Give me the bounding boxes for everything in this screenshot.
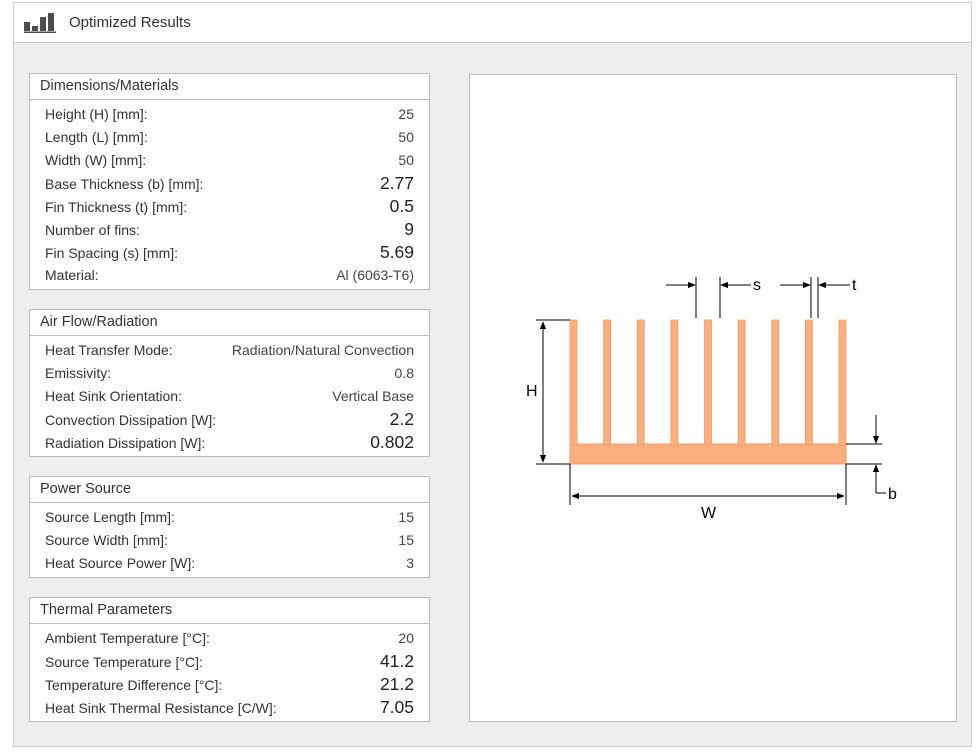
row-value: Al (6063-T6): [336, 267, 414, 283]
row-value: 15: [398, 509, 414, 525]
spacing-dimension: [666, 277, 751, 318]
bar-chart-icon: [24, 12, 56, 33]
heat-sink-diagram-panel: H W s t: [469, 74, 957, 722]
row-temperature-difference: Temperature Difference [°C]: 21.2: [45, 673, 414, 696]
row-label: Number of fins:: [45, 222, 140, 238]
row-height: Height (H) [mm]: 25: [45, 103, 414, 126]
row-label: Material:: [45, 267, 99, 283]
row-value: 50: [398, 129, 414, 145]
row-orientation: Heat Sink Orientation: Vertical Base: [45, 385, 414, 408]
row-label: Heat Sink Orientation:: [45, 388, 182, 404]
row-base-thickness: Base Thickness (b) [mm]: 2.77: [45, 172, 414, 195]
row-label: Source Width [mm]:: [45, 532, 168, 548]
heat-sink-fins: [569, 319, 847, 446]
row-source-length: Source Length [mm]: 15: [45, 506, 414, 529]
row-ambient-temperature: Ambient Temperature [°C]: 20: [45, 627, 414, 650]
height-label: H: [526, 383, 538, 400]
row-label: Base Thickness (b) [mm]:: [45, 176, 204, 192]
airflow-panel: Air Flow/Radiation Heat Transfer Mode: Ra…: [29, 309, 430, 457]
base-thickness-label: b: [888, 486, 897, 503]
heat-sink-fin: [771, 319, 780, 446]
row-heat-transfer-mode: Heat Transfer Mode: Radiation/Natural Con…: [45, 339, 414, 362]
heat-sink-fin: [804, 319, 813, 446]
row-value: 9: [404, 219, 414, 239]
base-thickness-dimension: [846, 415, 886, 494]
row-label: Source Length [mm]:: [45, 509, 175, 525]
width-dimension: [569, 464, 847, 505]
panel-header: Thermal Parameters: [30, 598, 429, 624]
row-value: 41.2: [379, 651, 414, 671]
row-value: 0.5: [389, 196, 414, 216]
panel-header: Power Source: [30, 477, 429, 503]
row-width: Width (W) [mm]: 50: [45, 149, 414, 172]
row-value: 15: [398, 532, 414, 548]
window-title: Optimized Results: [69, 14, 191, 31]
row-fin-thickness: Fin Thickness (t) [mm]: 0.5: [45, 195, 414, 218]
row-value: 0.8: [394, 365, 414, 381]
width-label: W: [701, 505, 717, 522]
heat-sink-base: [569, 443, 847, 465]
row-value: 21.2: [379, 674, 414, 694]
row-value: Radiation/Natural Convection: [231, 342, 414, 358]
row-number-of-fins: Number of fins: 9: [45, 218, 414, 241]
heat-sink-fin: [737, 319, 746, 446]
row-material: Material: Al (6063-T6): [45, 264, 414, 287]
heat-sink-fin: [838, 319, 847, 446]
thickness-label: t: [852, 277, 857, 294]
row-source-width: Source Width [mm]: 15: [45, 529, 414, 552]
row-emissivity: Emissivity: 0.8: [45, 362, 414, 385]
row-label: Heat Sink Thermal Resistance [C/W]:: [45, 700, 277, 716]
row-convection: Convection Dissipation [W]: 2.2: [45, 408, 414, 431]
thickness-dimension: [780, 277, 850, 318]
row-value: 5.69: [379, 242, 414, 262]
row-label: Emissivity:: [45, 365, 112, 381]
row-radiation: Radiation Dissipation [W]: 0.802: [45, 431, 414, 454]
row-value: 0.802: [370, 432, 414, 452]
row-value: 2.77: [379, 173, 414, 193]
row-value: 3: [406, 555, 414, 571]
power-panel: Power Source Source Length [mm]: 15 Sourc…: [29, 476, 430, 578]
row-label: Fin Spacing (s) [mm]:: [45, 245, 179, 261]
panel-header: Dimensions/Materials: [30, 74, 429, 100]
title-bar: Optimized Results: [14, 3, 971, 43]
heat-sink-fin: [569, 319, 578, 446]
row-label: Length (L) [mm]:: [45, 129, 148, 145]
row-value: 2.2: [389, 409, 414, 429]
row-thermal-resistance: Heat Sink Thermal Resistance [C/W]: 7.05: [45, 696, 414, 719]
row-value: 50: [398, 152, 414, 168]
row-label: Ambient Temperature [°C]:: [45, 630, 210, 646]
dimensions-panel: Dimensions/Materials Height (H) [mm]: 25 …: [29, 73, 430, 290]
row-value: 25: [398, 106, 414, 122]
heat-sink-fin: [603, 319, 612, 446]
height-dimension: [536, 319, 570, 465]
heat-sink-fin: [636, 319, 645, 446]
thermal-panel: Thermal Parameters Ambient Temperature […: [29, 597, 430, 722]
row-value: 20: [398, 630, 414, 646]
spacing-label: s: [753, 277, 761, 294]
row-label: Heat Source Power [W]:: [45, 555, 196, 571]
row-label: Temperature Difference [°C]:: [45, 677, 223, 693]
row-value: 7.05: [379, 697, 414, 717]
row-label: Heat Transfer Mode:: [45, 342, 173, 358]
row-label: Source Temperature [°C]:: [45, 654, 203, 670]
row-value: Vertical Base: [332, 388, 414, 404]
row-label: Radiation Dissipation [W]:: [45, 435, 206, 451]
row-label: Height (H) [mm]:: [45, 106, 148, 122]
heat-sink-diagram: H W s t: [526, 277, 897, 522]
heat-sink-fin: [670, 319, 679, 446]
row-source-temperature: Source Temperature [°C]: 41.2: [45, 650, 414, 673]
panel-header: Air Flow/Radiation: [30, 310, 429, 336]
heat-sink-fin: [704, 319, 712, 446]
row-heat-source-power: Heat Source Power [W]: 3: [45, 552, 414, 575]
results-window: Optimized Results Dimensions/Materials H…: [13, 2, 972, 747]
row-label: Convection Dissipation [W]:: [45, 412, 217, 428]
row-fin-spacing: Fin Spacing (s) [mm]: 5.69: [45, 241, 414, 264]
row-label: Fin Thickness (t) [mm]:: [45, 199, 188, 215]
row-length: Length (L) [mm]: 50: [45, 126, 414, 149]
row-label: Width (W) [mm]:: [45, 152, 147, 168]
